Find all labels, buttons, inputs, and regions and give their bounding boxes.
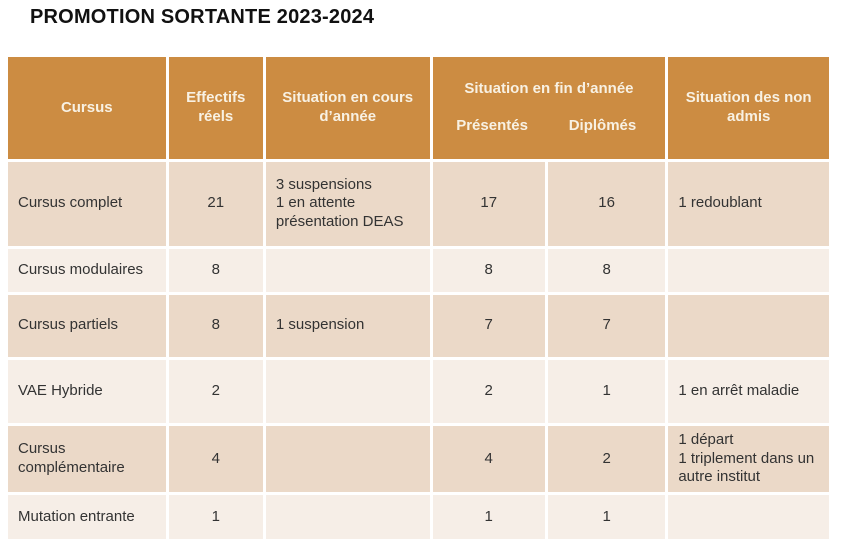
cell-situation-cours: 1 suspension bbox=[265, 294, 430, 357]
header-situation-fin: Situation en fin d’année Présentés Diplô… bbox=[432, 57, 666, 159]
cell-cursus: Cursus partiels bbox=[8, 294, 166, 357]
header-row: Cursus Effectifs réels Situation en cour… bbox=[8, 57, 829, 159]
cell-non-admis: 1 redoublant bbox=[668, 161, 829, 246]
header-diplomes: Diplômés bbox=[568, 117, 637, 135]
table-row: Cursus complet 21 3 suspensions 1 en att… bbox=[8, 161, 829, 246]
table-row: Cursus partiels 8 1 suspension 7 7 bbox=[8, 294, 829, 357]
cell-non-admis bbox=[668, 294, 829, 357]
cell-presentes: 1 bbox=[432, 495, 545, 539]
cell-diplomes: 2 bbox=[547, 425, 666, 492]
cell-diplomes: 7 bbox=[547, 294, 666, 357]
header-effectifs: Effectifs réels bbox=[168, 57, 263, 159]
cell-situation-cours: 3 suspensions 1 en attente présentation … bbox=[265, 161, 430, 246]
promotion-table: Cursus Effectifs réels Situation en cour… bbox=[5, 54, 832, 541]
table-row: VAE Hybride 2 2 1 1 en arrêt maladie bbox=[8, 359, 829, 423]
cell-situation-cours bbox=[265, 248, 430, 292]
header-situation-cours: Situation en cours d’année bbox=[265, 57, 430, 159]
table-row: Mutation entrante 1 1 1 bbox=[8, 495, 829, 539]
page-title: PROMOTION SORTANTE 2023-2024 bbox=[30, 6, 375, 28]
table-row: Cursus modulaires 8 8 8 bbox=[8, 248, 829, 292]
cell-effectifs: 1 bbox=[168, 495, 263, 539]
cell-situation-cours bbox=[265, 495, 430, 539]
cell-effectifs: 21 bbox=[168, 161, 263, 246]
cell-non-admis: 1 départ 1 triplement dans un autre inst… bbox=[668, 425, 829, 492]
header-non-admis: Situation des non admis bbox=[668, 57, 829, 159]
cell-presentes: 8 bbox=[432, 248, 545, 292]
cell-situation-cours bbox=[265, 425, 430, 492]
cell-cursus: Mutation entrante bbox=[8, 495, 166, 539]
table-row: Cursus complémentaire 4 4 2 1 départ 1 t… bbox=[8, 425, 829, 492]
header-subheads: Présentés Diplômés bbox=[439, 117, 660, 136]
cell-diplomes: 16 bbox=[547, 161, 666, 246]
cell-cursus: Cursus complet bbox=[8, 161, 166, 246]
cell-presentes: 4 bbox=[432, 425, 545, 492]
cell-situation-cours bbox=[265, 359, 430, 423]
cell-diplomes: 1 bbox=[547, 359, 666, 423]
cell-non-admis: 1 en arrêt maladie bbox=[668, 359, 829, 423]
cell-cursus: Cursus modulaires bbox=[8, 248, 166, 292]
cell-presentes: 17 bbox=[432, 161, 545, 246]
cell-cursus: VAE Hybride bbox=[8, 359, 166, 423]
cell-effectifs: 2 bbox=[168, 359, 263, 423]
cell-diplomes: 1 bbox=[547, 495, 666, 539]
header-presentes: Présentés bbox=[456, 117, 528, 135]
header-cursus: Cursus bbox=[8, 57, 166, 159]
cell-effectifs: 8 bbox=[168, 294, 263, 357]
cell-effectifs: 4 bbox=[168, 425, 263, 492]
cell-presentes: 2 bbox=[432, 359, 545, 423]
header-situation-fin-label: Situation en fin d’année bbox=[464, 79, 634, 97]
cell-presentes: 7 bbox=[432, 294, 545, 357]
cell-non-admis bbox=[668, 248, 829, 292]
cell-diplomes: 8 bbox=[547, 248, 666, 292]
cell-effectifs: 8 bbox=[168, 248, 263, 292]
cell-non-admis bbox=[668, 495, 829, 539]
cell-cursus: Cursus complémentaire bbox=[8, 425, 166, 492]
